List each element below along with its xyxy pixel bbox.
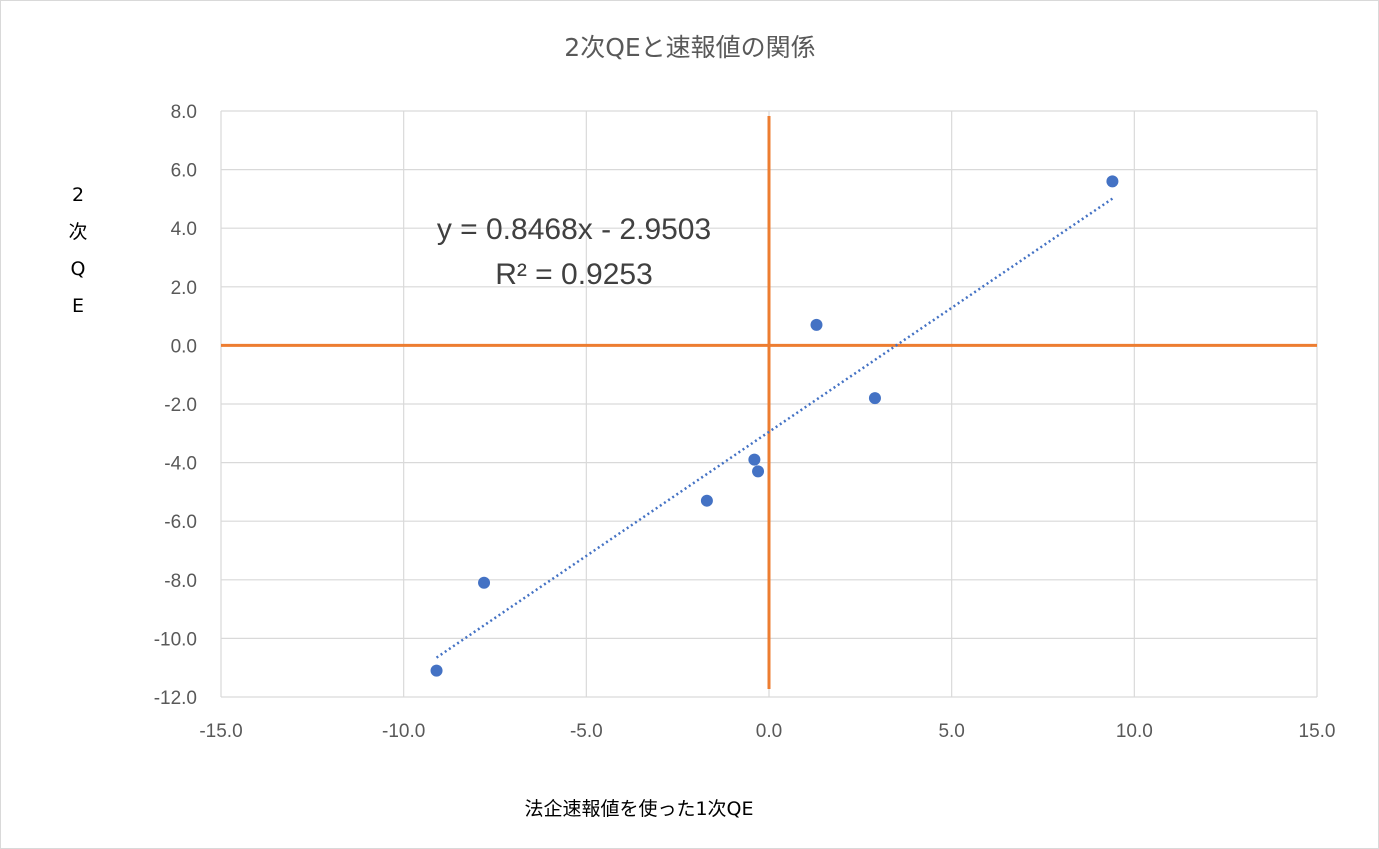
trendline-equation: y = 0.8468x - 2.9503 [437,213,711,246]
x-tick-label: 10.0 [1116,721,1153,742]
trendline-r-squared: R² = 0.9253 [495,258,653,291]
x-tick-label: -15.0 [199,721,242,742]
x-tick-label: 5.0 [938,721,964,742]
data-point [752,465,765,478]
y-tick-labels: 8.0 6.0 4.0 2.0 0.0 -2.0 -4.0 -6.0 -8.0 -10.0 -12.… [154,102,197,709]
y-axis-title-char: 2 [72,184,84,206]
y-tick-label: 2.0 [171,278,197,299]
y-tick-label: 8.0 [171,102,197,123]
x-tick-label: -10.0 [382,721,425,742]
data-point [868,392,881,405]
y-axis-title-char: 次 [68,221,87,243]
y-axis-title-char: Q [71,258,86,280]
data-point [478,576,491,589]
trendline [435,197,1114,659]
data-points [430,175,1119,677]
data-point [748,453,761,466]
data-point [1106,175,1119,188]
x-tick-label: 15.0 [1299,721,1336,742]
data-point [700,494,713,507]
y-tick-label: 4.0 [171,219,197,240]
data-point [430,664,443,677]
trendline-group [435,197,1114,659]
y-axis-title-char: E [72,295,84,317]
y-tick-label: -2.0 [164,395,197,416]
y-tick-label: -6.0 [164,512,197,533]
x-tick-label: -5.0 [570,721,603,742]
x-tick-labels: -15.0 -10.0 -5.0 0.0 5.0 10.0 15.0 [199,721,1335,742]
y-tick-label: -12.0 [154,688,197,709]
chart-title: 2次QEと速報値の関係 [564,33,815,62]
y-tick-label: 6.0 [171,161,197,182]
reference-lines [221,116,1317,689]
y-tick-label: -8.0 [164,571,197,592]
x-axis-title: 法企速報値を使った1次QE [524,798,753,820]
y-tick-label: -4.0 [164,454,197,475]
y-tick-label: 0.0 [171,336,197,357]
data-point [810,318,823,331]
x-tick-label: 0.0 [756,721,782,742]
y-tick-label: -10.0 [154,629,197,650]
